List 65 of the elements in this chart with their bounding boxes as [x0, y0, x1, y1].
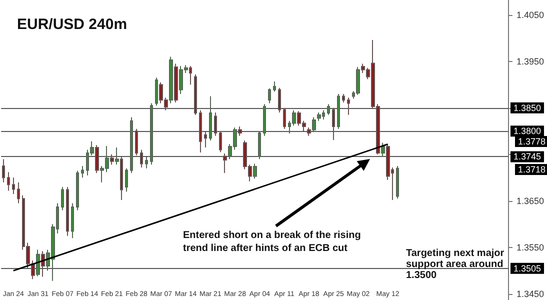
candlestick: [95, 144, 99, 174]
candlestick: [174, 63, 178, 103]
y-tick-label: 1.4050: [516, 10, 544, 20]
candlestick: [71, 202, 74, 239]
candlestick: [317, 112, 321, 122]
candlestick: [337, 93, 340, 130]
candlestick: [66, 186, 69, 236]
candlestick: [17, 182, 20, 204]
ref-line-label: 1.3800: [513, 126, 542, 136]
ref-line-label: 1.3745: [513, 152, 542, 162]
candlestick: [199, 110, 202, 154]
candlestick: [347, 97, 350, 116]
candlestick: [273, 80, 276, 92]
candlestick: [155, 77, 158, 106]
candlestick: [342, 93, 345, 103]
candlestick: [396, 166, 399, 200]
candlestick: [356, 66, 360, 96]
y-tick-label: 1.3450: [516, 288, 544, 299]
candlestick: [327, 104, 330, 116]
candlestick: [268, 88, 271, 104]
candlestick: [41, 250, 45, 278]
candlestick: [283, 107, 286, 130]
candlestick: [312, 116, 316, 133]
candlestick: [145, 156, 148, 169]
candlestick: [76, 170, 79, 211]
annotation: Targeting next major support area around 1.3500: [406, 248, 507, 281]
candlestick: [219, 130, 222, 153]
ref-line-label: 1.3505: [513, 263, 542, 274]
candlestick: [238, 126, 242, 136]
candlestick: [332, 107, 335, 140]
y-tick-label: 1.3650: [516, 196, 544, 206]
candlestick: [120, 156, 123, 200]
candlestick: [307, 126, 311, 136]
annotation: Entered short on a break of the rising trend line after hints of an ECB cut: [183, 230, 364, 254]
candlestick: [2, 158, 5, 183]
candlestick: [381, 142, 385, 158]
candlestick: [194, 74, 197, 116]
candlestick: [12, 177, 15, 194]
text: EUR/USD 240m: [17, 16, 128, 33]
candlestick: [7, 172, 10, 192]
ref-line-label: 1.3850: [513, 102, 542, 113]
candlestick: [125, 168, 128, 192]
text: 1.3778: [518, 136, 546, 146]
candlestick: [130, 116, 133, 174]
candlestick: [253, 163, 257, 180]
candlestick: [214, 112, 217, 136]
candlestick: [209, 96, 212, 141]
candlestick: [278, 87, 281, 114]
candlestick: [81, 166, 84, 178]
candlestick: [140, 149, 143, 168]
candlestick: [169, 56, 173, 104]
candlestick: [223, 152, 227, 174]
candlestick: [61, 186, 64, 211]
candlestick: [135, 128, 138, 156]
candlestick: [36, 249, 40, 277]
candlestick: [263, 104, 266, 136]
y-tick-label: 1.3950: [516, 56, 544, 66]
y-tick-label: 1.3550: [516, 242, 544, 252]
candlestick: [115, 146, 119, 166]
candlestick: [258, 130, 261, 160]
candlestick: [189, 66, 192, 86]
candlestick: [110, 154, 114, 166]
text: 1.3718: [518, 164, 546, 174]
candlestick: [204, 130, 207, 148]
candlestick: [150, 102, 153, 166]
